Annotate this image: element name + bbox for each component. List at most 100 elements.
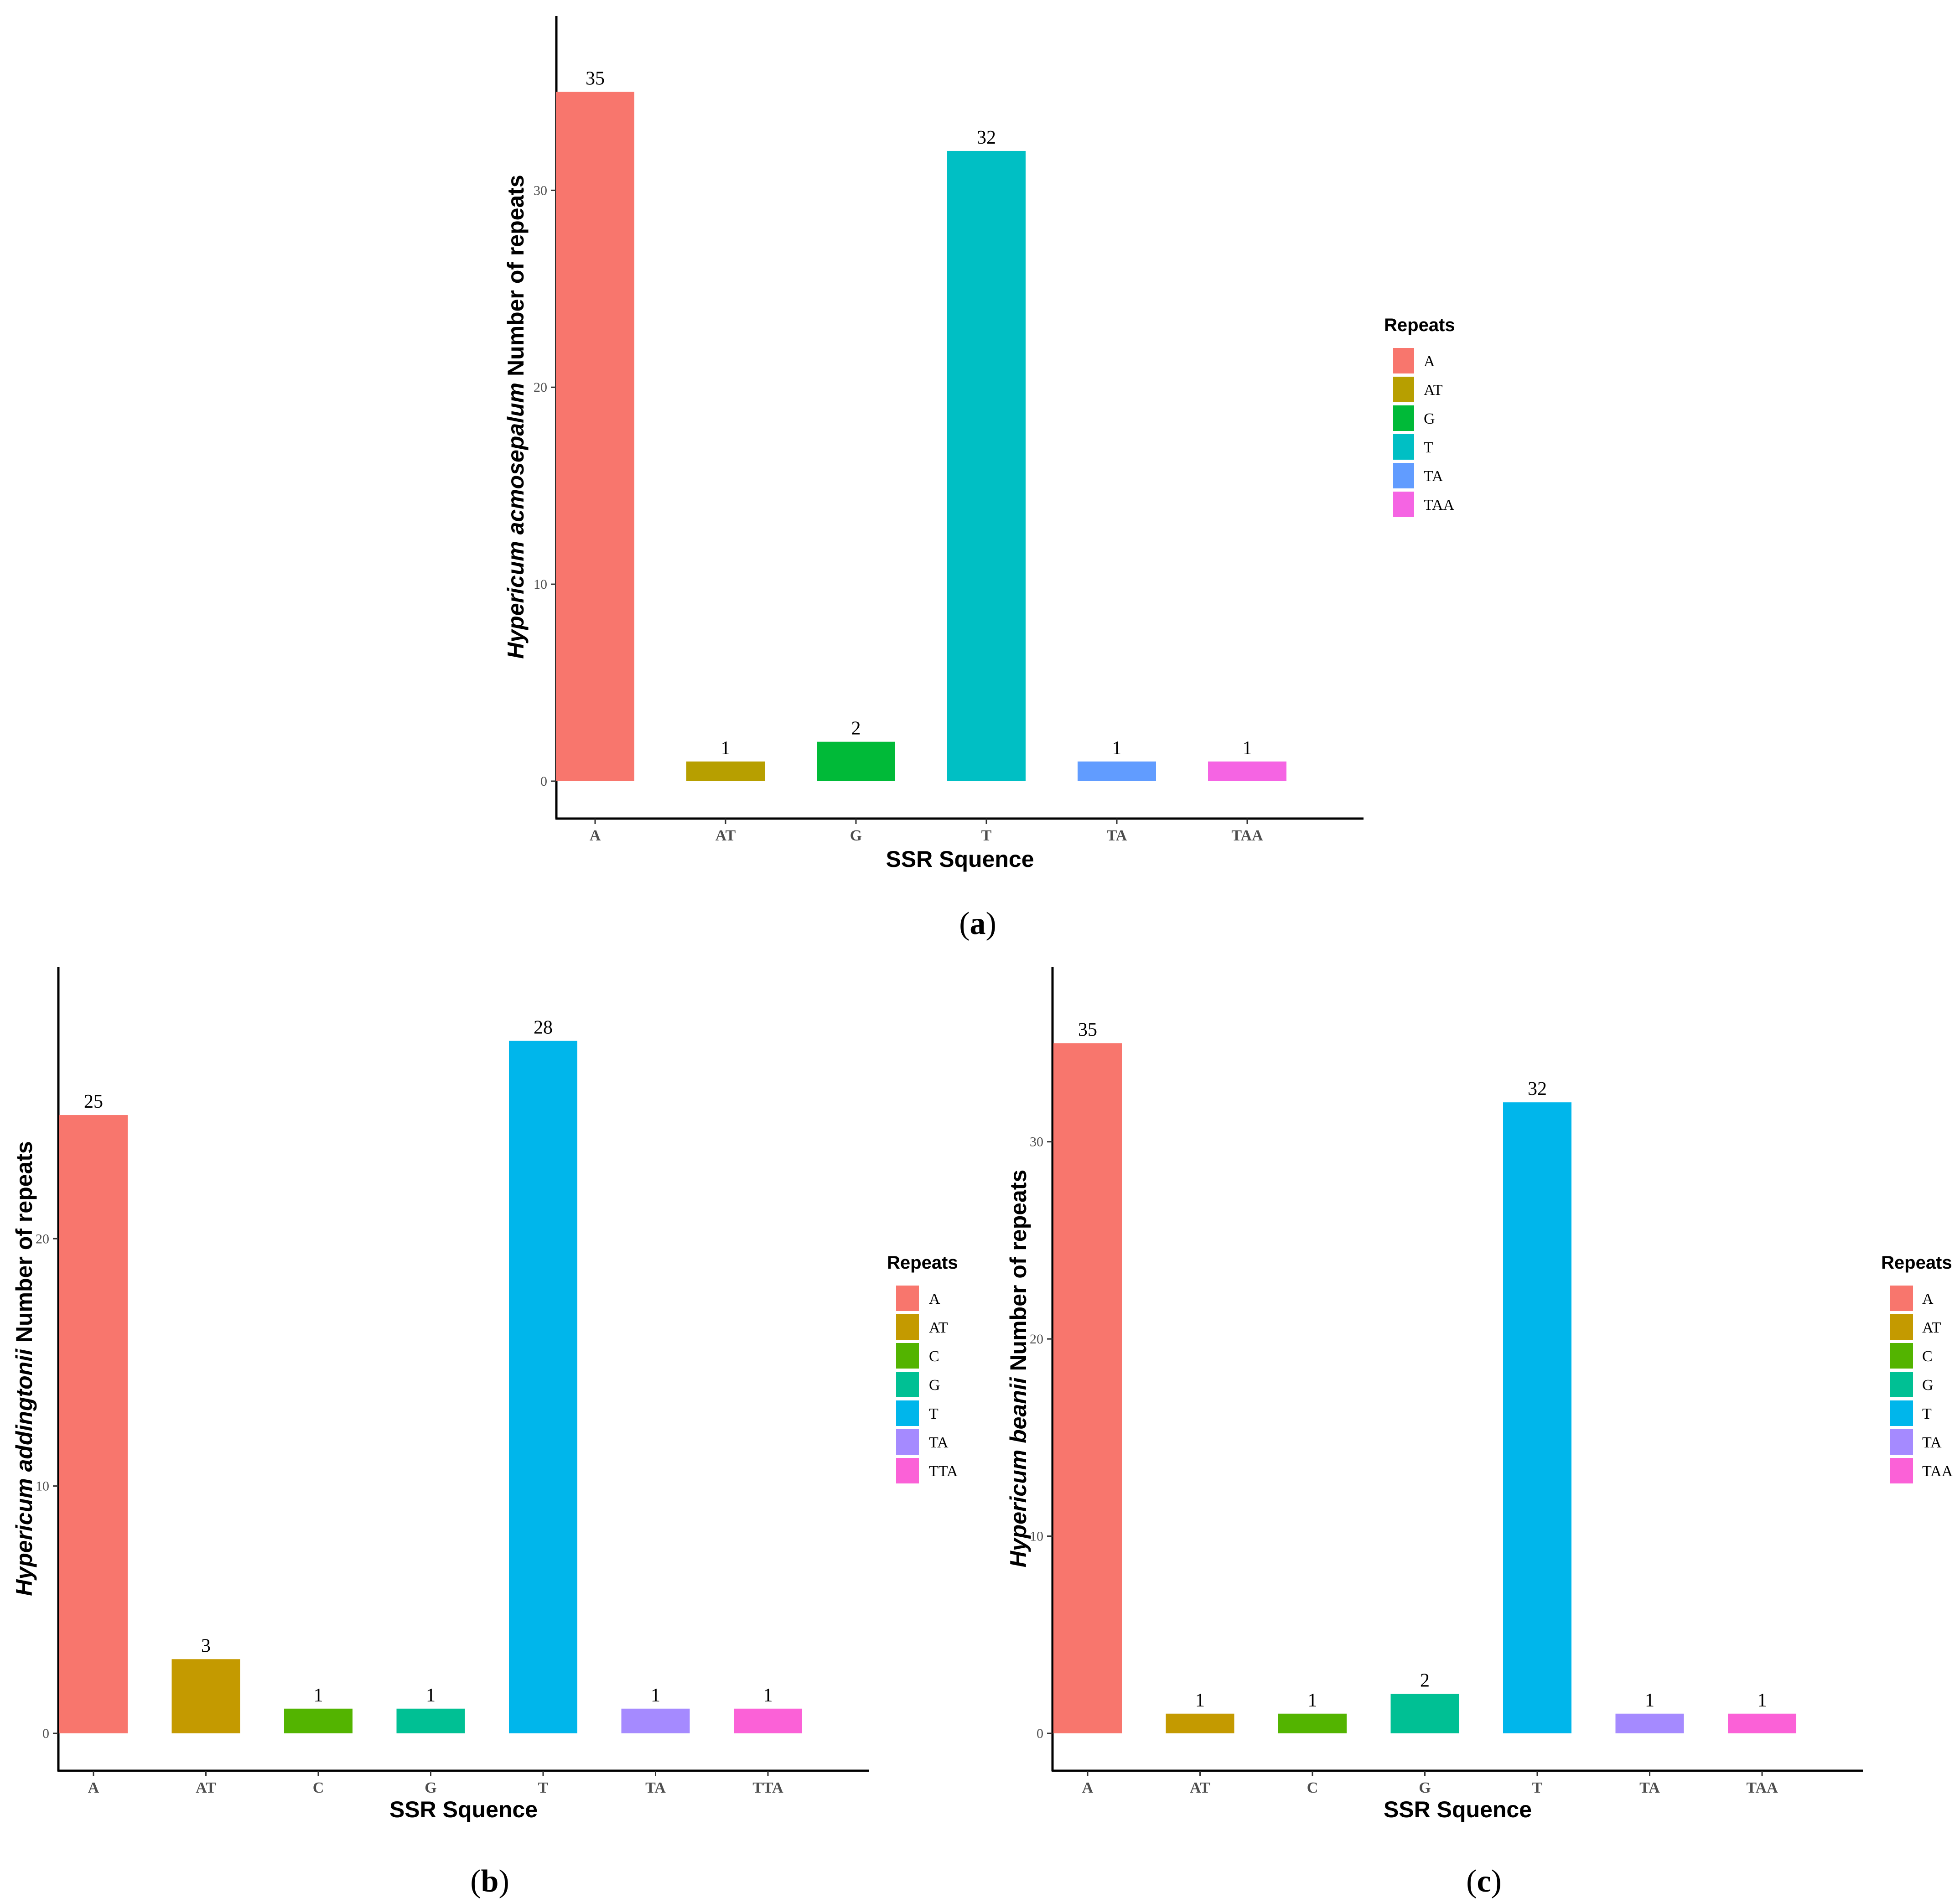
bar-TA: [1615, 1713, 1684, 1733]
data-label-T: 32: [977, 127, 996, 148]
legend-key-TTA: [896, 1458, 919, 1483]
data-label-TTA: 1: [763, 1685, 773, 1706]
y-tick-label: 20: [534, 380, 547, 395]
data-label-G: 2: [1420, 1670, 1430, 1691]
legend-key-C: [1890, 1343, 1913, 1369]
panel-label-c: (c): [1466, 1864, 1502, 1899]
legend-key-A: [1393, 348, 1414, 373]
bar-TTA: [734, 1708, 802, 1733]
y-tick-label: 0: [42, 1726, 49, 1741]
y-tick-label: 20: [1030, 1332, 1043, 1347]
x-tick-label-G: G: [1419, 1779, 1431, 1796]
data-label-A: 35: [586, 68, 605, 89]
legend-key-TA: [896, 1429, 919, 1455]
legend-label-TAA: TAA: [1922, 1463, 1953, 1480]
legend-label-TAA: TAA: [1424, 497, 1455, 513]
data-label-G: 2: [851, 718, 861, 739]
legend-key-TA: [1393, 463, 1414, 488]
bar-TA: [1078, 761, 1156, 781]
x-axis-title: SSR Squence: [886, 846, 1034, 872]
legend-label-T: T: [1424, 439, 1433, 456]
bar-AT: [1166, 1713, 1234, 1733]
y-tick-label: 20: [36, 1231, 49, 1246]
legend-label-TA: TA: [1922, 1434, 1942, 1451]
legend-label-TA: TA: [929, 1434, 949, 1451]
legend-key-C: [896, 1343, 919, 1369]
legend-title: Repeats: [887, 1253, 958, 1273]
legend-label-A: A: [1424, 353, 1435, 370]
legend-label-TA: TA: [1424, 468, 1443, 485]
legend-key-G: [1393, 405, 1414, 431]
bar-AT: [171, 1659, 240, 1733]
legend: Repeats A AT GT TA TAA: [1384, 315, 1455, 517]
x-tick-label-T: T: [981, 827, 992, 844]
legend-title: Repeats: [1881, 1253, 1952, 1273]
x-tick-label-TAA: TAA: [1231, 827, 1263, 844]
legend-key-G: [896, 1372, 919, 1397]
y-tick-label: 0: [1037, 1726, 1043, 1741]
bar-TAA: [1728, 1713, 1796, 1733]
x-tick-label-G: G: [850, 827, 862, 844]
x-tick-label-A: A: [590, 827, 601, 844]
y-tick-label: 0: [540, 774, 547, 789]
y-axis-species: Hypericum acmosepalum: [503, 383, 529, 659]
data-label-TA: 1: [1112, 738, 1122, 759]
data-label-TAA: 1: [1758, 1690, 1767, 1711]
data-label-TA: 1: [651, 1685, 660, 1706]
bar-TA: [621, 1708, 690, 1733]
legend-label-C: C: [1922, 1348, 1933, 1365]
data-label-AT: 1: [1195, 1690, 1205, 1711]
bar-G: [817, 741, 895, 781]
data-label-A: 25: [84, 1091, 103, 1112]
legend-title: Repeats: [1384, 315, 1455, 335]
legend-label-AT: AT: [929, 1319, 948, 1336]
x-axis-title: SSR Squence: [1384, 1797, 1532, 1822]
x-tick-label-TA: TA: [645, 1779, 666, 1796]
y-axis-species: Hypericum addingtonii: [11, 1348, 37, 1596]
x-tick-label-AT: AT: [1190, 1779, 1210, 1796]
legend-label-TTA: TTA: [929, 1463, 958, 1480]
data-label-AT: 1: [721, 738, 731, 759]
y-axis-title: Hypericum acmosepalum Number of repeats: [503, 175, 529, 659]
x-tick-label-A: A: [1082, 1779, 1094, 1796]
legend-key-A: [1890, 1286, 1913, 1311]
x-tick-label-AT: AT: [196, 1779, 216, 1796]
data-label-C: 1: [1308, 1690, 1317, 1711]
y-tick-label: 10: [534, 577, 547, 592]
y-axis-suffix: Number of repeats: [11, 1141, 37, 1349]
legend-label-G: G: [1922, 1377, 1934, 1394]
panel-label-a: (a): [959, 906, 996, 941]
y-axis-title: Hypericum beanii Number of repeats: [1006, 1170, 1031, 1567]
legend-label-T: T: [1922, 1405, 1932, 1422]
data-label-TAA: 1: [1243, 738, 1252, 759]
x-tick-label-AT: AT: [716, 827, 736, 844]
legend-label-G: G: [929, 1377, 940, 1394]
legend-key-AT: [1890, 1314, 1913, 1340]
x-tick-label-TA: TA: [1107, 827, 1127, 844]
y-tick-label: 10: [1030, 1529, 1043, 1544]
legend-key-A: [896, 1286, 919, 1311]
y-tick-label: 30: [534, 183, 547, 198]
data-label-TA: 1: [1645, 1690, 1654, 1711]
x-tick-label-C: C: [313, 1779, 324, 1796]
legend-label-C: C: [929, 1348, 939, 1365]
legend-key-AT: [896, 1314, 919, 1340]
legend-key-T: [1393, 434, 1414, 460]
legend-key-TA: [1890, 1429, 1913, 1455]
bar-T: [509, 1041, 577, 1733]
legend-label-A: A: [929, 1291, 940, 1307]
bar-AT: [686, 761, 765, 781]
data-label-T: 32: [1528, 1079, 1547, 1099]
y-tick-label: 30: [1030, 1135, 1043, 1150]
bar-C: [1278, 1713, 1347, 1733]
x-tick-label-A: A: [88, 1779, 99, 1796]
data-label-C: 1: [314, 1685, 323, 1706]
legend-key-TAA: [1890, 1458, 1913, 1483]
bar-A: [59, 1115, 128, 1733]
legend-key-TAA: [1393, 492, 1414, 517]
x-tick-label-T: T: [1532, 1779, 1543, 1796]
